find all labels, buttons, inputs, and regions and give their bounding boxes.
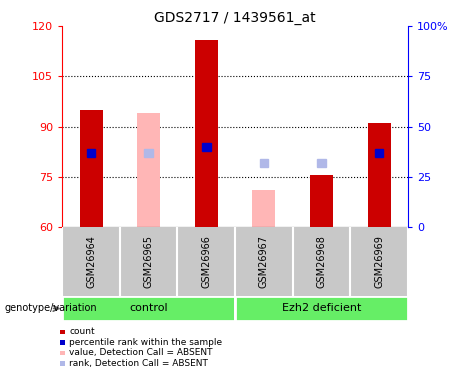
Bar bbox=[260, 159, 268, 167]
Text: control: control bbox=[130, 303, 168, 313]
Text: percentile rank within the sample: percentile rank within the sample bbox=[69, 338, 222, 347]
Text: GSM26964: GSM26964 bbox=[86, 235, 96, 288]
Bar bbox=[375, 149, 384, 158]
Bar bbox=[144, 149, 153, 158]
Text: genotype/variation: genotype/variation bbox=[5, 303, 97, 313]
Bar bbox=[368, 123, 390, 227]
Bar bbox=[195, 40, 218, 227]
Bar bbox=[235, 296, 408, 321]
Bar bbox=[79, 110, 102, 227]
Bar bbox=[317, 159, 326, 167]
Text: GSM26967: GSM26967 bbox=[259, 235, 269, 288]
Text: value, Detection Call = ABSENT: value, Detection Call = ABSENT bbox=[69, 348, 213, 357]
Text: count: count bbox=[69, 327, 95, 336]
Text: GSM26965: GSM26965 bbox=[144, 235, 154, 288]
Bar bbox=[253, 190, 276, 227]
Bar bbox=[87, 149, 95, 158]
Text: Ezh2 deficient: Ezh2 deficient bbox=[282, 303, 361, 313]
Bar bbox=[62, 296, 235, 321]
Bar bbox=[137, 113, 160, 227]
Title: GDS2717 / 1439561_at: GDS2717 / 1439561_at bbox=[154, 11, 316, 25]
Text: rank, Detection Call = ABSENT: rank, Detection Call = ABSENT bbox=[69, 359, 208, 368]
Text: GSM26966: GSM26966 bbox=[201, 235, 211, 288]
Bar bbox=[202, 142, 211, 151]
Text: GSM26969: GSM26969 bbox=[374, 235, 384, 288]
Text: GSM26968: GSM26968 bbox=[317, 235, 326, 288]
Bar bbox=[310, 175, 333, 227]
